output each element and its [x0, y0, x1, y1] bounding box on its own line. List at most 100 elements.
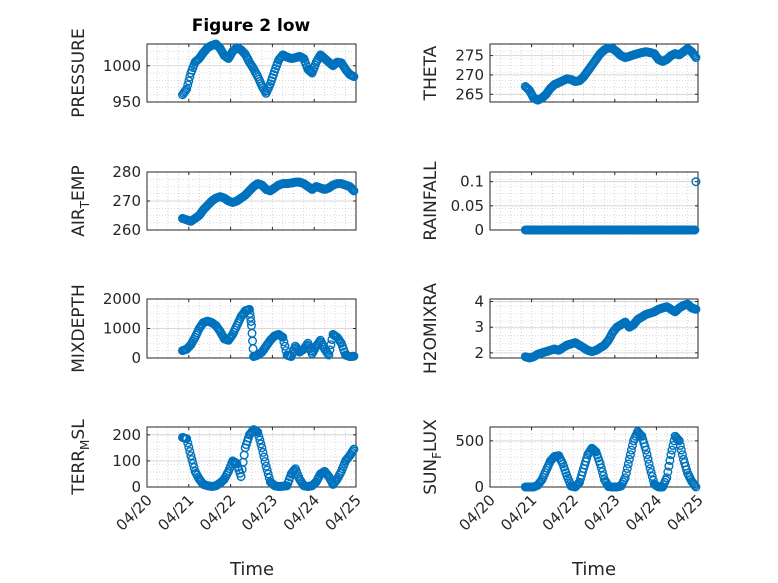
- label-part: LUX: [421, 419, 441, 452]
- y-tick-label: 265: [455, 85, 484, 103]
- data-point: [187, 455, 197, 465]
- data-point: [624, 454, 634, 464]
- terr-msl-y-label: TERRMSL: [69, 419, 92, 496]
- theta-y-label: THETA: [421, 45, 441, 101]
- data-point: [662, 473, 672, 483]
- x-tick-label: 04/21: [154, 491, 197, 534]
- data-point: [324, 350, 334, 360]
- data-point: [325, 345, 335, 355]
- data-point: [349, 444, 359, 454]
- x-tick-label: 04/25: [322, 491, 365, 534]
- data-point: [691, 177, 701, 187]
- y-tick-label: 270: [112, 192, 141, 210]
- y-tick-label: 275: [455, 47, 484, 65]
- data-point: [349, 72, 359, 82]
- data-point: [188, 459, 198, 469]
- axes-frame: [489, 43, 699, 103]
- figure-title: Figure 2 low: [192, 16, 311, 36]
- x-tick-label: 04/25: [664, 491, 707, 534]
- y-tick-label: 3: [474, 318, 484, 336]
- y-tick-label: 280: [112, 163, 141, 181]
- data-point: [573, 479, 583, 489]
- data-point: [255, 435, 265, 445]
- data-point: [259, 452, 269, 462]
- y-tick-label: 2: [474, 344, 484, 362]
- label-part: TERR: [69, 450, 89, 496]
- label-part: AIR: [69, 208, 89, 237]
- data-point: [623, 459, 633, 469]
- data-point: [625, 450, 635, 460]
- y-tick-label: 0.1: [460, 173, 484, 191]
- y-tick-label: 260: [112, 221, 141, 239]
- data-point: [620, 473, 630, 483]
- pressure-y-label: PRESSURE: [69, 28, 89, 117]
- data-point: [598, 471, 608, 481]
- data-point: [664, 461, 674, 471]
- data-point: [326, 340, 336, 350]
- data-point: [644, 459, 654, 469]
- data-point: [184, 76, 194, 86]
- data-point: [665, 455, 675, 465]
- y-tick-label: 200: [112, 426, 141, 444]
- data-point: [182, 84, 192, 94]
- data-point: [647, 471, 657, 481]
- air-temp-y-label: AIRTEMP: [69, 165, 92, 236]
- data-point: [675, 440, 685, 450]
- data-point: [673, 435, 683, 445]
- y-tick-label: 4: [474, 293, 484, 311]
- label-part: SL: [69, 419, 89, 440]
- pressure-axes: 950 1000 PRESSURE: [69, 28, 359, 118]
- axes-frame: [489, 426, 699, 488]
- data-point: [253, 427, 263, 437]
- data-point: [261, 461, 271, 471]
- data-point: [186, 451, 196, 461]
- data-point: [674, 436, 684, 446]
- x-tick-label: 04/23: [238, 491, 281, 534]
- y-tick-label: 270: [455, 66, 484, 84]
- x-tick-label: 04/23: [580, 491, 623, 534]
- mixdepth-y-label: MIXDEPTH: [69, 284, 89, 373]
- x-tick-label: 04/22: [196, 491, 239, 534]
- data-point: [646, 467, 656, 477]
- y-tick-label: 0: [474, 478, 484, 496]
- data-point: [258, 447, 268, 457]
- y-tick-label: 0: [131, 478, 141, 496]
- data-point: [621, 468, 631, 478]
- data-point: [691, 482, 701, 492]
- data-point: [256, 439, 266, 449]
- data-point: [263, 469, 273, 479]
- data-point: [181, 85, 191, 95]
- data-point: [182, 434, 192, 444]
- x-tick-label: 04/22: [539, 491, 582, 534]
- data-point: [189, 462, 199, 472]
- data-point: [349, 186, 359, 196]
- h2omixra-axes: 2 3 4 H2OMIXRA: [421, 283, 701, 374]
- data-point: [279, 337, 289, 347]
- y-tick-label: 100: [112, 452, 141, 470]
- y-tick-label: 2000: [103, 290, 141, 308]
- data-point: [690, 51, 700, 61]
- label-subscript: F: [430, 452, 444, 459]
- label-subscript: M: [78, 440, 92, 450]
- data-point: [641, 445, 651, 455]
- data-point: [667, 445, 677, 455]
- x-tick-label: 04/20: [113, 491, 156, 534]
- data-point: [260, 457, 270, 467]
- air-temp-axes: 260 270 280 AIRTEMP: [69, 163, 359, 239]
- data-point: [622, 464, 632, 474]
- y-tick-label: 1000: [103, 320, 141, 338]
- data-point: [626, 445, 636, 455]
- data-point: [597, 467, 607, 477]
- data-point: [278, 332, 288, 342]
- y-tick-label: 0: [131, 349, 141, 367]
- data-point: [691, 304, 701, 314]
- label-subscript: T: [78, 200, 92, 209]
- x-axis-label-right: Time: [571, 559, 616, 580]
- axes-frame: [489, 171, 699, 231]
- rainfall-y-label: RAINFALL: [421, 161, 441, 241]
- sun-flux-y-label: SUNFLUX: [421, 419, 444, 495]
- x-tick-label: 04/21: [497, 491, 540, 534]
- mixdepth-axes: 0 1000 2000 MIXDEPTH: [69, 284, 359, 373]
- data-point: [349, 351, 359, 361]
